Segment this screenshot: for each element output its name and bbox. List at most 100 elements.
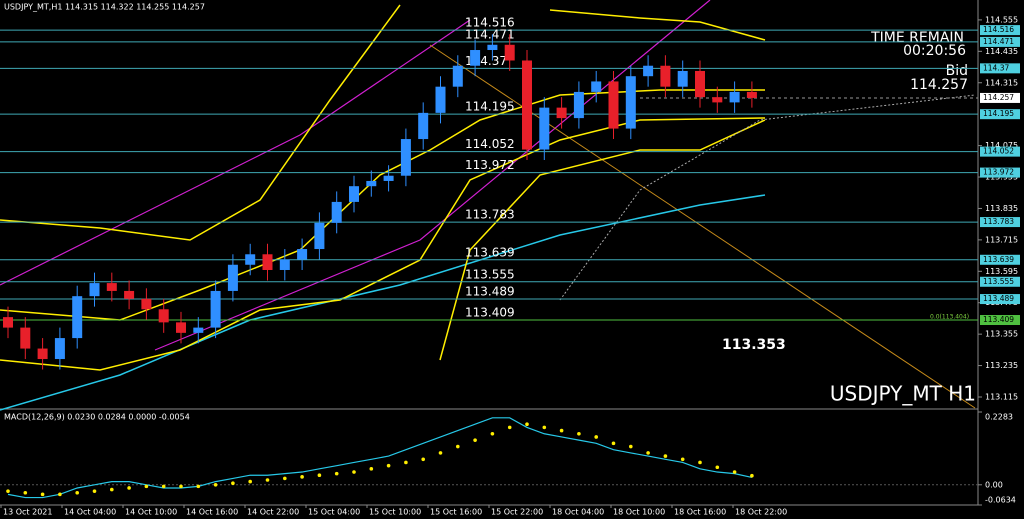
candle-body: [608, 81, 619, 129]
candle-body: [193, 327, 204, 333]
level-box-label: 113.783: [983, 217, 1014, 226]
macd-signal-dot: [161, 484, 166, 489]
candle-body: [504, 44, 515, 61]
bid-label: Bid: [946, 63, 968, 79]
level-label: 113.639: [465, 245, 515, 259]
candle-body: [695, 70, 705, 98]
candle-body: [349, 186, 359, 202]
bid-box-label: 114.257: [983, 93, 1014, 102]
level-box-label: 113.972: [983, 168, 1014, 177]
macd-signal-dot: [732, 470, 737, 474]
candle-body: [3, 317, 13, 328]
level-label: 114.471: [465, 27, 515, 41]
macd-signal-dot: [611, 441, 616, 446]
candle-body: [176, 322, 186, 333]
macd-signal-dot: [58, 492, 62, 497]
y-tick-label: 113.355: [985, 330, 1018, 339]
candle-body: [245, 254, 256, 265]
fib-label: 0.0(113.404): [930, 314, 969, 321]
macd-signal-dot: [490, 431, 495, 436]
macd-y-tick-label: -0.0634: [985, 496, 1016, 505]
y-tick-label: 114.315: [985, 78, 1018, 87]
macd-signal-dot: [317, 473, 322, 478]
level-label: 113.783: [465, 208, 515, 222]
macd-signal-dot: [196, 484, 201, 489]
candle-body: [400, 139, 411, 176]
y-tick-label: 113.715: [985, 235, 1018, 244]
level-label: 113.972: [465, 158, 515, 172]
x-tick-label: 15 Oct 04:00: [308, 508, 360, 517]
candle-body: [729, 91, 740, 103]
level-label: 114.195: [465, 100, 515, 114]
macd-signal-dot: [369, 467, 374, 471]
x-tick-label: 14 Oct 10:00: [125, 508, 177, 517]
candle-body: [556, 107, 567, 119]
candle-body: [712, 97, 723, 103]
macd-header: MACD(12,26,9) 0.0230 0.0284 0.0000 -0.00…: [4, 413, 190, 422]
macd-signal-dot: [629, 444, 633, 449]
candle-body: [331, 201, 342, 223]
chart-header: USDJPY_MT,H1 114.315 114.322 114.255 114…: [4, 3, 205, 12]
level-box: [980, 217, 1020, 228]
x-tick-label: 18 Oct 10:00: [613, 508, 665, 517]
candle-body: [279, 259, 290, 270]
candle-body: [660, 65, 671, 87]
level-label: 113.409: [465, 306, 515, 320]
level-box: [980, 294, 1020, 305]
x-tick-label: 14 Oct 16:00: [186, 508, 238, 517]
macd-y-tick-label: 0.2283: [985, 413, 1013, 422]
macd-signal-dot: [248, 479, 252, 484]
candle-body: [435, 86, 446, 113]
y-tick-label: 114.555: [985, 15, 1018, 24]
y-tick-label: 114.435: [985, 47, 1018, 56]
candle-body: [210, 290, 221, 328]
symbol-label: USDJPY_MT H1: [830, 382, 976, 406]
candle-body: [487, 44, 498, 51]
macd-signal-dot: [110, 487, 114, 492]
candle-body: [366, 180, 377, 187]
macd-signal-dot: [6, 489, 10, 493]
ichimoku-cloud: [559, 94, 976, 301]
level-label: 114.052: [465, 137, 515, 151]
level-box: [980, 109, 1020, 120]
macd-signal-dot: [663, 454, 668, 458]
macd-signal-dot: [594, 435, 598, 439]
macd-signal-dot: [334, 471, 339, 476]
candle-body: [54, 338, 65, 360]
y-tick-label: 113.595: [985, 267, 1018, 276]
x-tick-label: 14 Oct 22:00: [247, 508, 299, 517]
macd-signal-dot: [23, 490, 28, 495]
macd-signal-dot: [559, 428, 564, 433]
macd-signal-dot: [92, 489, 97, 493]
candle-body: [314, 222, 325, 250]
level-box-label: 114.195: [983, 109, 1014, 118]
candle-body: [677, 70, 688, 87]
channel-line: [0, 19, 471, 286]
trend-line: [429, 44, 976, 409]
x-tick-label: 13 Oct 2021: [3, 508, 52, 517]
level-box-label: 113.409: [983, 315, 1014, 324]
macd-signal-dot: [646, 451, 650, 455]
candle-body: [591, 81, 602, 92]
macd-signal-dot: [715, 465, 720, 470]
candle-body: [746, 91, 757, 98]
bollinger-band: [439, 119, 766, 361]
candle-body: [643, 65, 654, 77]
candle-body: [522, 60, 532, 150]
level-label: 113.489: [465, 285, 515, 299]
level-box: [980, 36, 1020, 47]
macd-signal-dot: [577, 431, 581, 436]
bollinger-band: [549, 9, 766, 41]
candle-body: [452, 65, 463, 87]
y-tick-label: 113.115: [985, 393, 1018, 402]
candle-body: [141, 298, 152, 310]
level-box: [980, 254, 1020, 265]
level-box-label: 114.516: [983, 25, 1014, 34]
macd-signal-dot: [231, 481, 235, 485]
candle-body: [383, 175, 394, 181]
x-tick-label: 15 Oct 10:00: [369, 508, 421, 517]
macd-signal-dot: [698, 460, 702, 465]
candle-body: [72, 296, 83, 339]
macd-signal-dot: [127, 486, 131, 490]
level-box-label: 113.489: [983, 294, 1014, 303]
